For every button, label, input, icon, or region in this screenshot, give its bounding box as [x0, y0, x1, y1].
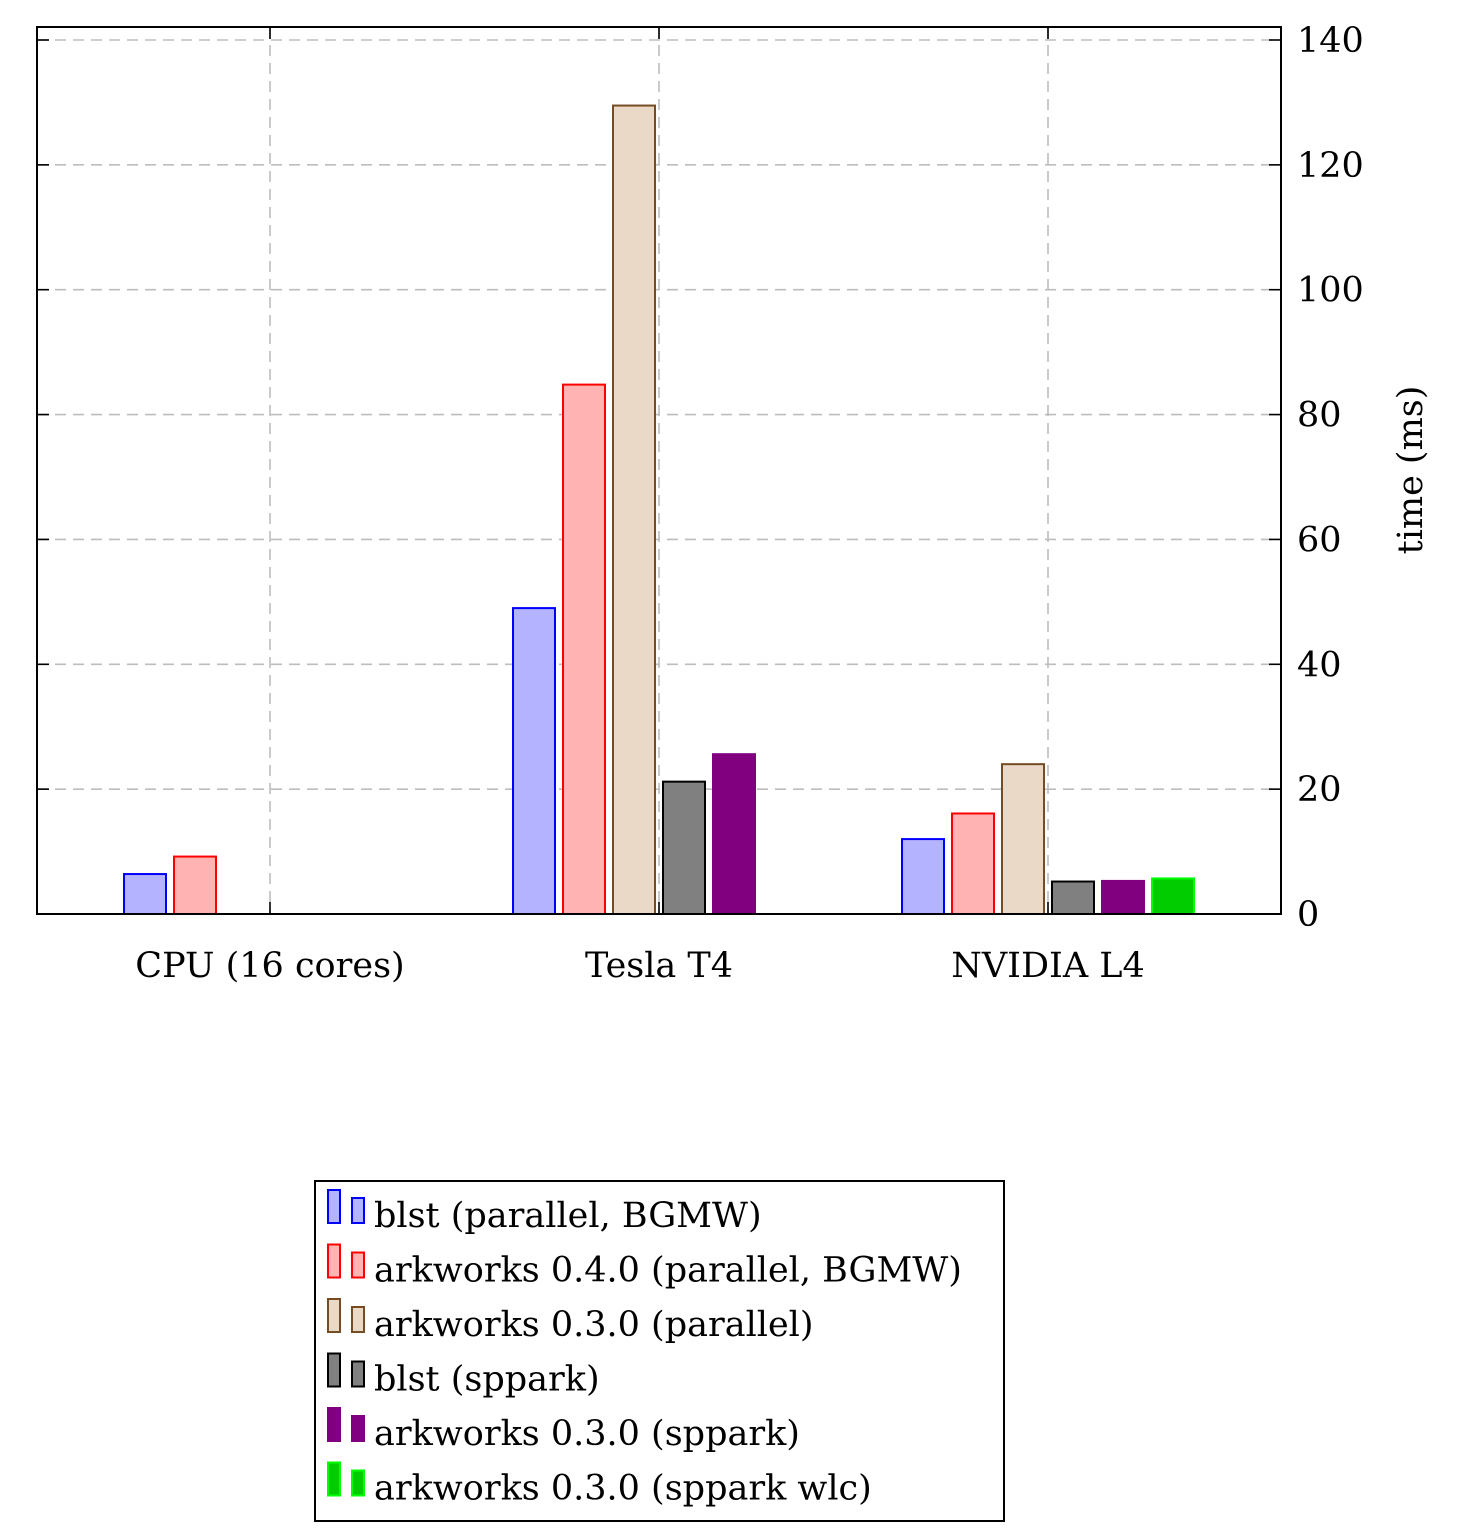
y-tick-label: 140	[1297, 21, 1364, 61]
bar-4-3	[1051, 880, 1095, 916]
bar-6-3	[1151, 877, 1195, 915]
x-tick-label: NVIDIA L4	[951, 946, 1145, 986]
legend-swatch-small	[351, 1360, 365, 1388]
bar-2-1	[173, 855, 217, 916]
legend-swatch-small	[351, 1469, 365, 1497]
legend-label: blst (sppark)	[374, 1360, 600, 1400]
y-tick-label: 20	[1297, 770, 1342, 810]
bar-1-3	[901, 838, 945, 915]
axis-ticks: 0 20 40 60 80 100 120 140 CPU (16 cores) Tesla T4…	[37, 21, 1364, 986]
bar-3-2	[612, 104, 656, 916]
legend-swatch-small	[351, 1306, 365, 1333]
bar-5-3	[1101, 879, 1145, 915]
legend-swatch-small	[351, 1197, 365, 1224]
x-tick-label: Tesla T4	[585, 946, 733, 986]
legend-swatch	[327, 1407, 341, 1442]
legend-label: arkworks 0.3.0 (sppark wlc)	[374, 1469, 872, 1509]
y-tick-label: 100	[1297, 271, 1364, 311]
y-tick-label: 80	[1297, 396, 1342, 436]
y-tick-label: 60	[1297, 520, 1342, 560]
bar-5-2	[712, 753, 756, 915]
legend-frame	[314, 1180, 1005, 1522]
legend-swatch	[327, 1298, 341, 1333]
y-tick-label: 40	[1297, 645, 1342, 685]
legend-label: arkworks 0.3.0 (parallel)	[374, 1305, 814, 1345]
legend-label: arkworks 0.4.0 (parallel, BGMW)	[374, 1251, 962, 1291]
legend-label: blst (parallel, BGMW)	[374, 1196, 762, 1236]
bar-2-3	[951, 812, 995, 915]
bar-1-2	[512, 607, 556, 915]
grid-lines	[37, 27, 1281, 914]
legend-swatch-small	[351, 1251, 365, 1279]
y-tick-label: 0	[1297, 895, 1319, 935]
bars	[37, 104, 1281, 916]
bar-4-2	[662, 780, 706, 915]
legend-swatch	[327, 1352, 341, 1388]
x-tick-label: CPU (16 cores)	[135, 946, 404, 986]
legend: blst (parallel, BGMW) arkworks 0.4.0 (par…	[314, 1180, 1005, 1522]
legend-items: blst (parallel, BGMW) arkworks 0.4.0 (par…	[327, 1189, 962, 1509]
legend-swatch-small	[351, 1415, 365, 1442]
legend-swatch	[327, 1461, 341, 1497]
legend-swatch	[327, 1243, 341, 1279]
legend-swatch	[327, 1189, 341, 1224]
y-tick-label: 120	[1297, 146, 1364, 186]
y-axis-label: time (ms)	[1391, 386, 1431, 555]
bar-3-3	[1001, 763, 1045, 916]
legend-label: arkworks 0.3.0 (sppark)	[374, 1414, 800, 1454]
bar-2-2	[562, 383, 606, 915]
bar-1-1	[123, 873, 167, 915]
